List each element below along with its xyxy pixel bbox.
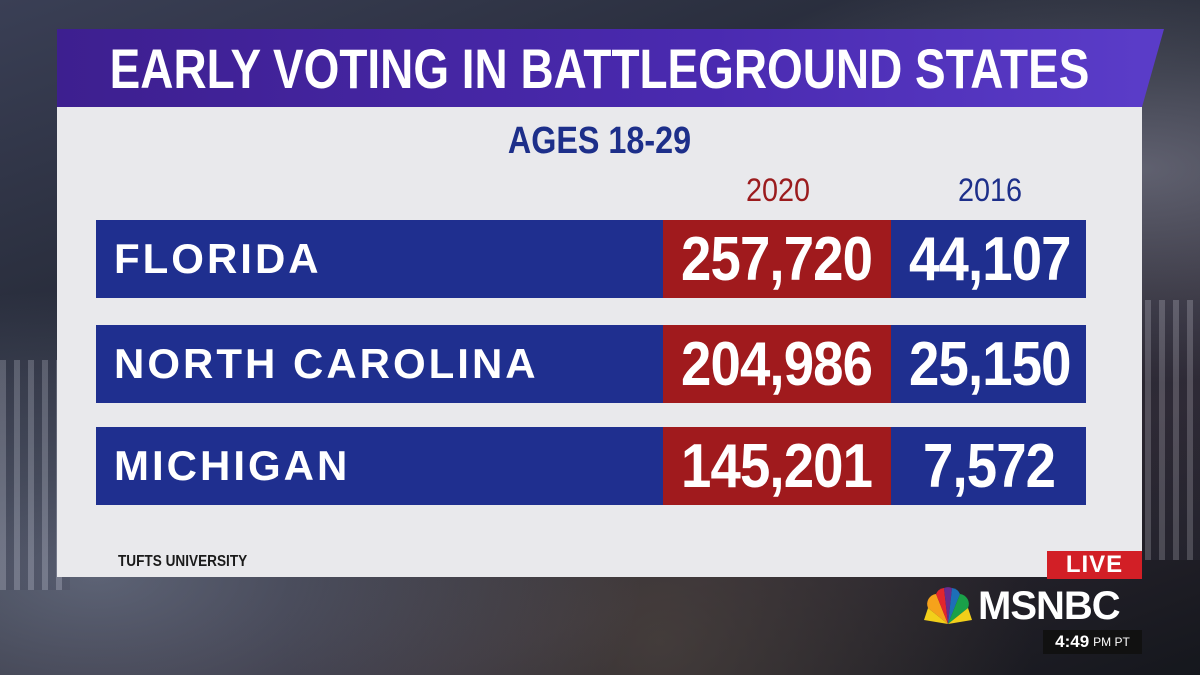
- graphic-subtitle: AGES 18-29: [507, 120, 692, 162]
- state-name: MICHIGAN: [114, 442, 351, 489]
- column-header-2016: 2016: [957, 172, 1023, 208]
- clock-time: 4:49: [1055, 632, 1090, 651]
- state-name: NORTH CAROLINA: [114, 340, 539, 387]
- network-name: MSNBC: [978, 583, 1121, 628]
- column-header-2020: 2020: [745, 172, 811, 208]
- background-building-right: [1145, 300, 1200, 560]
- table-row: FLORIDA 257,720 44,107: [96, 220, 1086, 298]
- network-logo: MSNBC: [922, 583, 1147, 628]
- peacock-icon: [924, 587, 972, 624]
- value-2016: 44,107: [908, 224, 1071, 294]
- value-2020: 145,201: [663, 427, 891, 505]
- clock-timezone: PM PT: [1093, 635, 1130, 649]
- source-credit: TUFTS UNIVERSITY: [118, 553, 248, 570]
- state-name: FLORIDA: [114, 235, 322, 282]
- title-bar: EARLY VOTING IN BATTLEGROUND STATES: [57, 29, 1164, 107]
- value-2020: 257,720: [663, 220, 891, 298]
- broadcast-clock: 4:49 PM PT: [1043, 630, 1142, 654]
- table-row: NORTH CAROLINA 204,986 25,150: [96, 325, 1086, 403]
- graphic-title: EARLY VOTING IN BATTLEGROUND STATES: [109, 36, 1090, 100]
- value-2016: 7,572: [923, 431, 1056, 501]
- table-row: MICHIGAN 145,201 7,572: [96, 427, 1086, 505]
- value-2016: 25,150: [908, 329, 1071, 399]
- live-badge: LIVE: [1047, 551, 1142, 579]
- value-2020: 204,986: [663, 325, 891, 403]
